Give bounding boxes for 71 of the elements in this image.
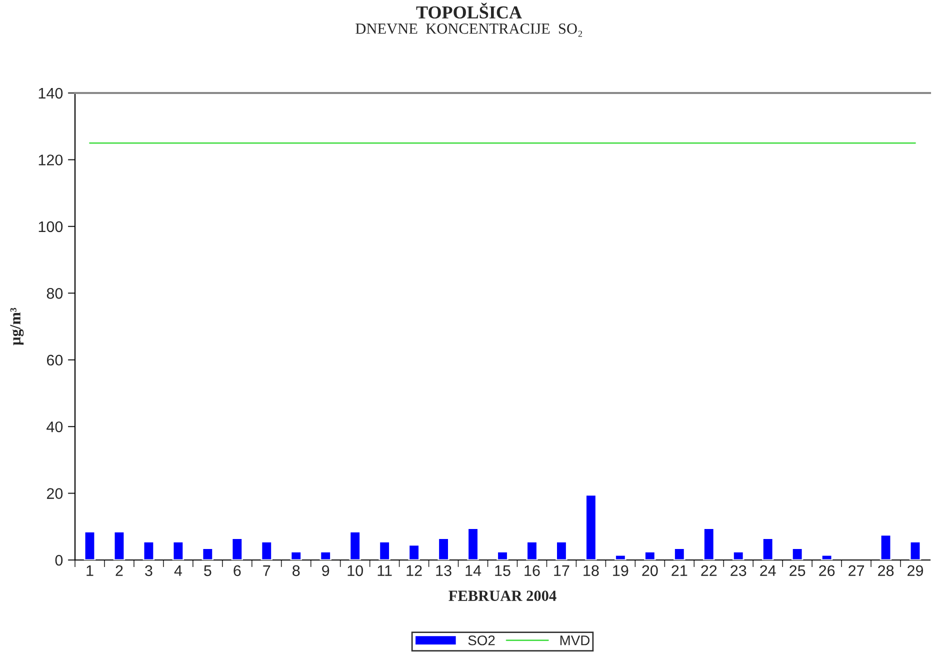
bar (290, 550, 302, 560)
bar (260, 540, 272, 560)
x-tick-label: 19 (613, 565, 628, 576)
bar (408, 544, 420, 560)
legend-label: MVD (560, 636, 590, 646)
bar (467, 528, 479, 560)
bar (202, 548, 214, 560)
bar (496, 550, 508, 560)
y-tick-label: 0 (55, 554, 63, 566)
y-tick-label: 20 (46, 488, 63, 499)
chart-subtitle: DNEVNE KONCENTRACIJE SO₂ (356, 24, 582, 37)
bar (909, 540, 922, 560)
x-tick-label: 5 (204, 565, 212, 576)
x-tick-label: 3 (145, 565, 152, 576)
bar (320, 550, 332, 560)
x-tick-label: 1 (86, 565, 94, 576)
x-tick-label: 9 (322, 565, 330, 576)
bar (791, 548, 804, 560)
x-tick-label: 24 (760, 565, 776, 576)
bar (556, 540, 568, 560)
x-tick-label: 25 (790, 565, 806, 576)
bar (585, 494, 597, 560)
bar (172, 540, 184, 560)
legend-label: SO2 (468, 635, 495, 646)
x-tick-label: 6 (234, 565, 241, 576)
bar (703, 528, 715, 560)
x-tick-label: 11 (378, 565, 392, 576)
x-tick-label: 8 (292, 565, 300, 576)
bar (732, 550, 744, 560)
bar (614, 554, 626, 560)
x-tick-label: 21 (672, 565, 688, 576)
x-tick-label: 28 (878, 565, 894, 576)
bar (644, 550, 656, 560)
bar (378, 540, 390, 560)
y-tick-label: 140 (38, 88, 63, 99)
x-tick-label: 15 (495, 565, 510, 576)
x-tick-label: 14 (466, 565, 482, 576)
x-tick-label: 7 (263, 565, 270, 576)
bar (820, 554, 833, 560)
bar (349, 530, 361, 560)
y-tick-label: 60 (46, 354, 63, 366)
x-tick-label: 16 (524, 565, 540, 576)
x-tick-label: 18 (584, 565, 599, 576)
x-tick-label: 23 (730, 565, 746, 576)
x-tick-label: 13 (436, 565, 452, 576)
bar (438, 538, 450, 560)
x-tick-label: 20 (642, 565, 658, 576)
y-tick-label: 80 (46, 288, 63, 299)
y-tick-label: 100 (38, 221, 63, 232)
x-tick-label: 2 (116, 565, 123, 576)
y-tick-label: 40 (46, 421, 63, 432)
x-tick-label: 12 (406, 565, 422, 576)
bar (674, 548, 686, 560)
x-tick-label: 26 (819, 565, 835, 576)
bar (762, 538, 774, 560)
x-tick-label: 29 (908, 565, 924, 576)
x-tick-label: 22 (701, 565, 717, 576)
x-tick-label: 10 (348, 565, 363, 576)
x-tick-label: 17 (554, 565, 570, 576)
bar (880, 534, 892, 560)
bar (113, 530, 126, 560)
y-axis-title: µg/m³ (10, 308, 24, 346)
x-axis-title: FEBRUAR 2004 (448, 590, 556, 601)
y-tick-label: 120 (38, 154, 63, 166)
x-tick-label: 27 (848, 565, 864, 576)
x-tick-label: 4 (174, 565, 182, 576)
bar (84, 530, 96, 560)
bar (231, 538, 244, 560)
bar (526, 540, 538, 560)
bar (142, 540, 155, 560)
chart-title: TOPOLŠICA (416, 2, 522, 19)
